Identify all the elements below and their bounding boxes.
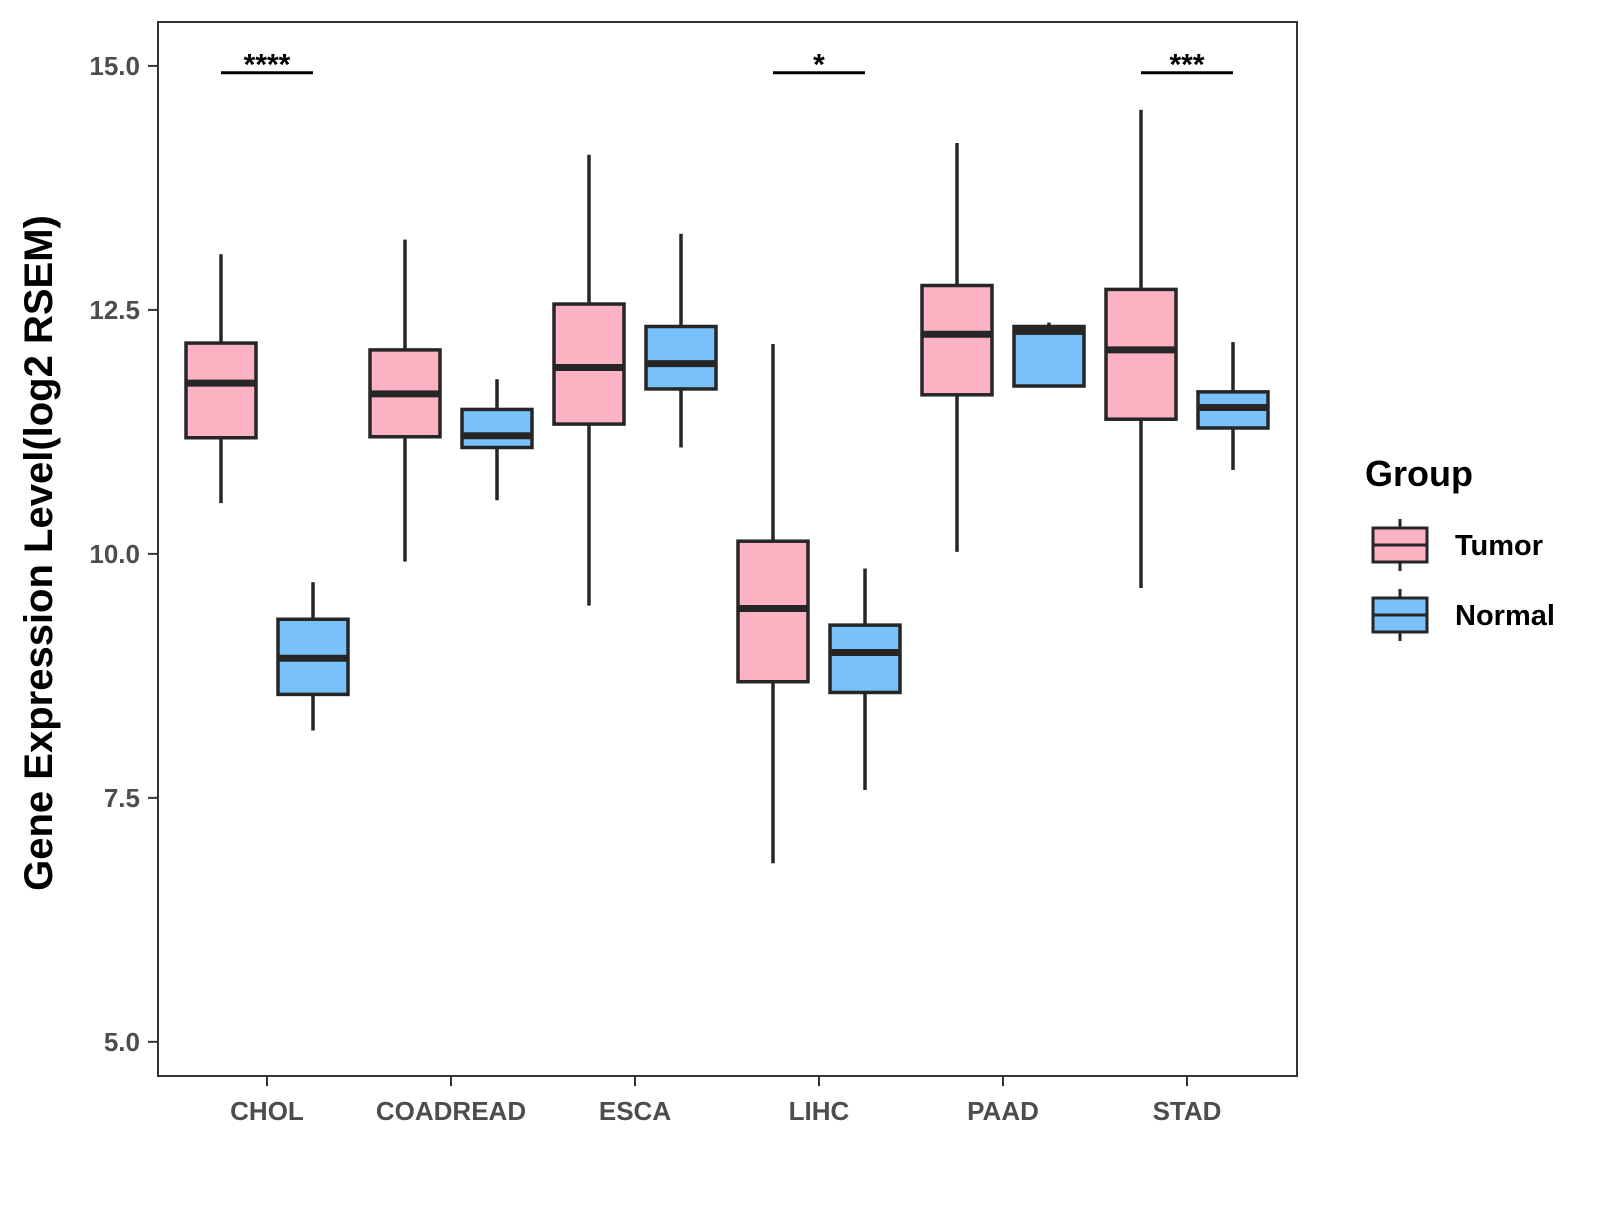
y-tick-label: 10.0 <box>89 539 140 569</box>
legend-entry-tumor: Tumor <box>1371 519 1543 571</box>
box-body <box>460 407 534 450</box>
panel-border <box>157 21 1298 1077</box>
box-body <box>1104 287 1178 421</box>
x-tick-label: STAD <box>1153 1096 1222 1126</box>
box-tumor-chol <box>184 254 258 504</box>
box-body <box>644 324 718 391</box>
legend-label: Tumor <box>1455 530 1543 562</box>
significance-label: **** <box>244 49 291 82</box>
plot-area: **** * *** <box>184 49 1270 864</box>
y-tick-label: 7.5 <box>104 783 140 813</box>
y-tick-label: 15.0 <box>89 51 140 81</box>
significance-label: * <box>813 49 825 82</box>
legend-entry-normal: Normal <box>1371 589 1555 641</box>
box-body <box>920 283 994 397</box>
box-body <box>184 341 258 440</box>
legend-label: Normal <box>1455 600 1555 632</box>
x-tick-label: CHOL <box>230 1096 304 1126</box>
x-tick-label: ESCA <box>599 1096 671 1126</box>
box-tumor-lihc <box>736 344 810 864</box>
significance-lihc: * <box>773 49 865 82</box>
significance-stad: *** <box>1141 49 1233 82</box>
x-tick-label: COADREAD <box>376 1096 526 1126</box>
significance-label: *** <box>1169 49 1204 82</box>
box-body <box>1012 324 1086 388</box>
y-axis-title: Gene Expression Level(log2 RSEM) <box>17 215 61 891</box>
box-normal-stad <box>1196 342 1270 470</box>
box-tumor-stad <box>1104 109 1178 589</box>
significance-chol: **** <box>221 49 313 82</box>
box-normal-esca <box>644 233 718 448</box>
box-tumor-paad <box>920 143 994 552</box>
box-normal-coadread <box>460 379 534 501</box>
box-normal-paad <box>1012 322 1086 388</box>
axes: 5.0 7.5 10.0 12.5 15.0 CHOL COADREAD ESCA LIHC PA… <box>89 21 1298 1126</box>
box-normal-chol <box>276 582 350 731</box>
legend: Group Tumor Normal <box>1365 453 1555 641</box>
x-tick-label: PAAD <box>967 1096 1039 1126</box>
box-body <box>828 623 902 695</box>
box-tumor-esca <box>552 154 626 606</box>
box-tumor-coadread <box>368 239 442 562</box>
x-tick-label: LIHC <box>789 1096 850 1126</box>
y-tick-label: 5.0 <box>104 1027 140 1057</box>
box-normal-lihc <box>828 568 902 791</box>
legend-title: Group <box>1365 453 1473 494</box>
y-tick-label: 12.5 <box>89 295 140 325</box>
